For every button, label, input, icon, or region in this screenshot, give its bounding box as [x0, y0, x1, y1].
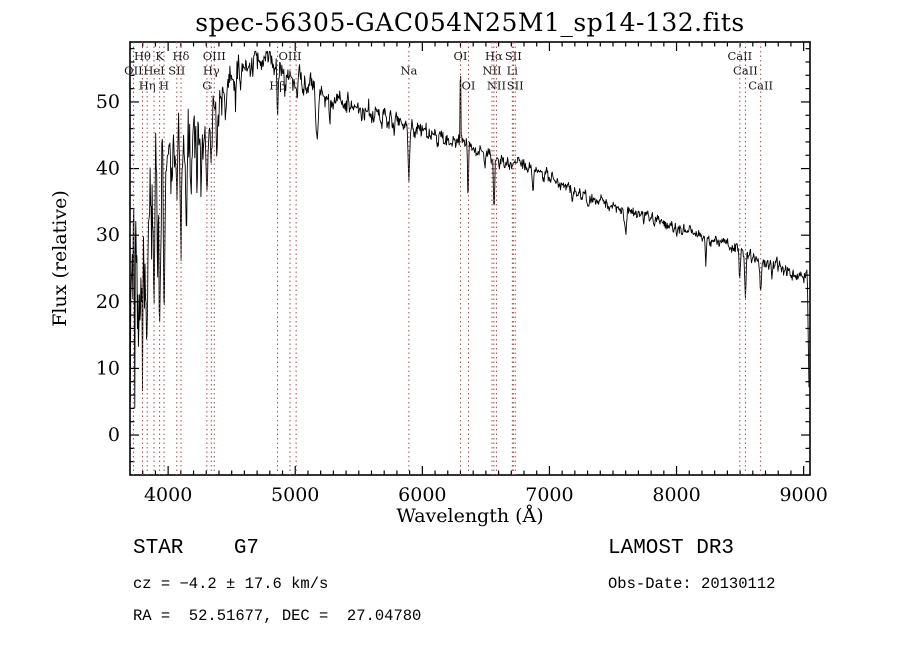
spectral-line-label: CaII	[748, 78, 773, 92]
spectral-line-label: SII	[168, 64, 185, 78]
y-tick-label: 0	[108, 424, 120, 446]
spectral-line-label: Hα	[485, 49, 503, 63]
y-axis-label: Flux (relative)	[49, 190, 71, 327]
survey-annotation: LAMOST DR3	[608, 537, 735, 560]
spectral-line-label: SII	[505, 49, 522, 63]
spectral-line-label: NII	[482, 64, 501, 78]
spectral-line-label: SII	[507, 78, 524, 92]
x-tick-label: 9000	[779, 484, 827, 506]
y-tick-label: 20	[96, 291, 120, 313]
x-tick-label: 7000	[525, 484, 573, 506]
spectral-line-label: HeI	[143, 64, 164, 78]
spectrum-trace	[129, 50, 810, 409]
x-axis-label: Wavelength (Å)	[396, 505, 543, 527]
x-tick-label: 6000	[398, 484, 446, 506]
spectral-line-label: CaII	[727, 49, 752, 63]
spectrum-plot: 4000 5000 6000 7000 8000 9000 0 10 20 30 40 50 Wavel…	[49, 41, 828, 527]
spectral-line-label: OII	[124, 64, 143, 78]
y-tick-label: 30	[96, 224, 120, 246]
spectral-line-label: Hη	[139, 78, 156, 92]
x-tick-label: 5000	[271, 484, 319, 506]
spectral-line-label: Li	[507, 64, 519, 78]
spectral-line-label: Hγ	[203, 64, 220, 78]
spectral-line-label: Hθ	[134, 49, 151, 63]
spectral-line-label: H	[159, 78, 169, 92]
y-tick-label: 40	[96, 158, 120, 180]
spectral-line-label: Hδ	[172, 49, 189, 63]
spectral-line-label: OI	[453, 49, 467, 63]
chart-title: spec-56305-GAC054N25M1_sp14-132.fits	[195, 8, 745, 37]
obsdate-annotation: Obs-Date: 20130112	[608, 575, 776, 593]
spectral-line-label: OI	[461, 78, 475, 92]
radec-annotation: RA = 52.51677, DEC = 27.04780	[133, 607, 422, 625]
spectral-line-label: Hβ	[269, 78, 286, 92]
spectral-line-label: K	[155, 49, 164, 63]
spectral-line-label: OIII	[203, 49, 226, 63]
plot-frame	[129, 41, 811, 476]
cz-annotation: cz = −4.2 ± 17.6 km/s	[133, 575, 329, 593]
spectral-line-label: OIII	[278, 49, 301, 63]
spectral-line-label: CaII	[733, 64, 758, 78]
y-tick-label: 50	[96, 91, 120, 113]
spectral-line-label: NII	[487, 78, 506, 92]
object-class-annotation: STAR G7	[133, 537, 260, 560]
spectral-line-label: G	[202, 78, 211, 92]
x-tick-label: 4000	[144, 484, 192, 506]
x-tick-label: 8000	[652, 484, 700, 506]
y-tick-label: 10	[96, 357, 120, 379]
spectral-line-label: Na	[400, 64, 417, 78]
